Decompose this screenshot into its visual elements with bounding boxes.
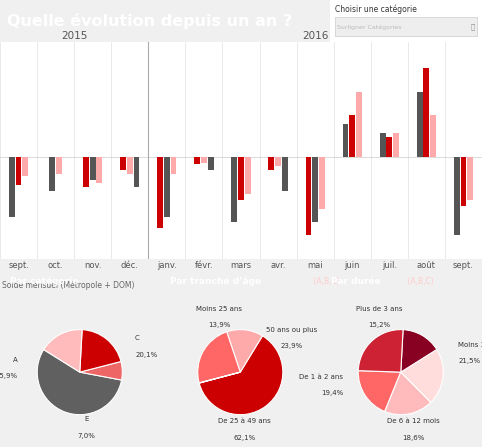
Text: Quelle évolution depuis un an ?: Quelle évolution depuis un an ? xyxy=(7,13,293,29)
Bar xyxy=(356,93,362,157)
Text: Par catégorie: Par catégorie xyxy=(10,276,78,286)
Text: Choisir une catégorie: Choisir une catégorie xyxy=(335,4,417,14)
Text: Surligner Catégories: Surligner Catégories xyxy=(337,24,402,30)
Bar xyxy=(56,157,62,174)
Bar xyxy=(208,157,214,170)
Bar xyxy=(306,157,311,235)
Text: Par tranche d’âge: Par tranche d’âge xyxy=(170,277,261,286)
Bar xyxy=(460,157,467,206)
Bar xyxy=(454,157,460,235)
Bar xyxy=(22,157,28,176)
Bar xyxy=(134,157,139,187)
Bar xyxy=(335,17,477,36)
Bar xyxy=(157,157,163,228)
Bar xyxy=(9,157,15,217)
Bar xyxy=(96,157,102,183)
Bar xyxy=(194,157,200,164)
Bar xyxy=(127,157,133,174)
Text: ⌕: ⌕ xyxy=(470,23,475,30)
Bar xyxy=(282,157,288,191)
Bar xyxy=(171,157,176,174)
Bar xyxy=(90,157,95,180)
Bar xyxy=(275,157,281,166)
Bar xyxy=(231,157,237,222)
Bar xyxy=(120,157,126,170)
Bar xyxy=(417,93,423,157)
Text: (A,B,C): (A,B,C) xyxy=(405,277,434,286)
Bar xyxy=(49,157,55,191)
Bar xyxy=(15,157,22,185)
Bar xyxy=(164,157,170,217)
Text: (A,B,C): (A,B,C) xyxy=(311,277,340,286)
Bar xyxy=(349,115,355,157)
Bar xyxy=(238,157,244,200)
Bar xyxy=(393,133,399,157)
Bar xyxy=(268,157,274,170)
Bar xyxy=(330,0,482,42)
Bar xyxy=(245,157,251,194)
Text: Solde mensuel (Métropole + DOM): Solde mensuel (Métropole + DOM) xyxy=(2,281,135,291)
Bar xyxy=(312,157,318,222)
Bar xyxy=(387,137,392,157)
Bar xyxy=(319,157,325,209)
Bar xyxy=(430,115,436,157)
Bar xyxy=(424,68,429,157)
Bar xyxy=(380,133,386,157)
Text: Par durée: Par durée xyxy=(331,277,380,286)
Bar xyxy=(467,157,473,200)
Bar xyxy=(201,157,207,163)
Bar xyxy=(83,157,89,187)
Bar xyxy=(343,124,348,157)
